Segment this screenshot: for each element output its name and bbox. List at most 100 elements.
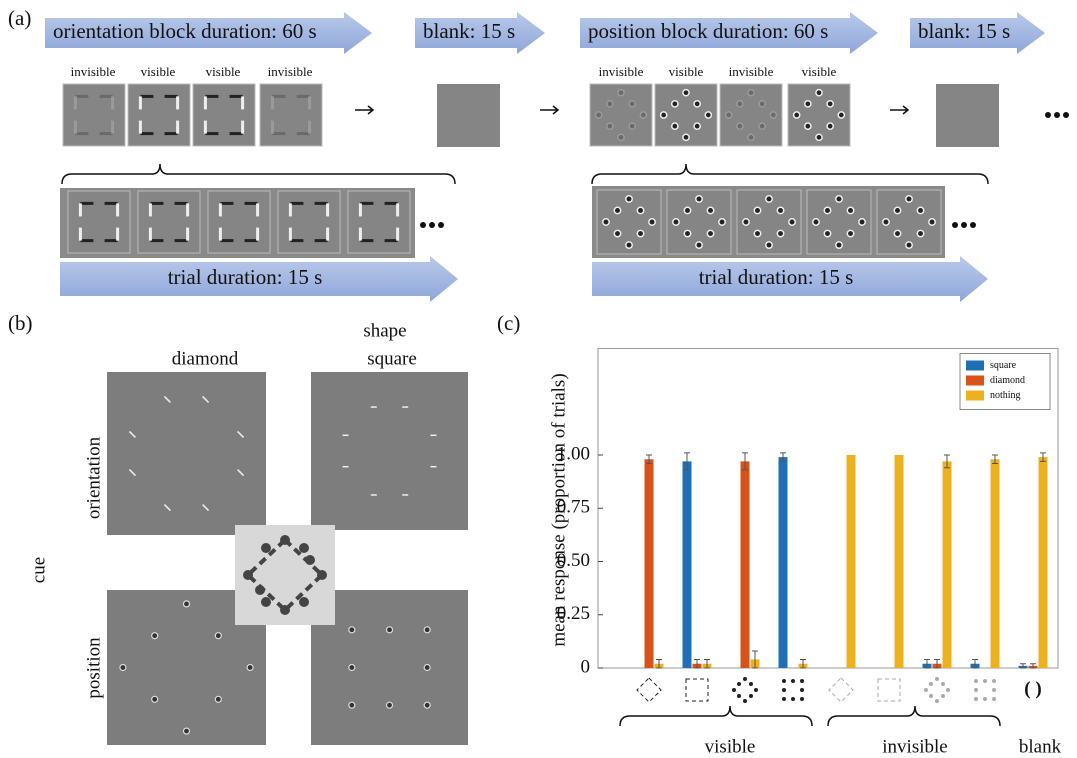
stimulus-dot	[696, 196, 702, 202]
stimulus-dot	[626, 196, 632, 202]
panel-label: (c)	[497, 311, 520, 335]
y-tick-label: 0.75	[557, 497, 590, 518]
column-header: shape	[363, 320, 406, 341]
brace	[62, 164, 455, 184]
sequence-arrow	[540, 106, 558, 114]
stimulus-dot	[906, 242, 912, 248]
icon	[929, 694, 933, 698]
icon	[974, 697, 978, 701]
blank-icon: ( )	[1024, 678, 1041, 699]
sequence-arrow	[890, 106, 908, 114]
stimulus-dot	[737, 123, 743, 129]
stimulus-dot	[672, 123, 678, 129]
ellipsis-dot	[1054, 112, 1060, 118]
stimulus-dot	[743, 219, 749, 225]
stimulus-dot	[766, 196, 772, 202]
stimulus-label: visible	[802, 64, 837, 79]
stimulus-dot	[777, 230, 783, 236]
stimulus-dot	[759, 123, 765, 129]
icon	[800, 697, 804, 701]
stimulus-dot	[684, 230, 690, 236]
stimulus-dot	[917, 207, 923, 213]
stimulus-dot	[607, 123, 613, 129]
bar	[683, 461, 692, 668]
icon	[829, 678, 853, 702]
icon	[732, 688, 736, 692]
stimulus-label: visible	[669, 64, 704, 79]
stimulus-dot	[672, 101, 678, 107]
icon	[686, 679, 708, 701]
icon	[924, 688, 928, 692]
overlap-dot	[299, 597, 309, 607]
icon	[974, 688, 978, 692]
overlap-dot	[317, 570, 327, 580]
icon	[737, 682, 741, 686]
stimulus	[208, 191, 270, 253]
blank-stimulus	[936, 84, 999, 147]
stimulus-dot	[770, 112, 776, 118]
icon	[992, 688, 996, 692]
stimulus-dot	[754, 230, 760, 236]
icon	[992, 697, 996, 701]
legend-label: diamond	[990, 375, 1025, 386]
stimulus	[63, 84, 125, 146]
stimulus-dot	[707, 207, 713, 213]
stimulus-dot	[696, 242, 702, 248]
y-tick-label: 1.00	[557, 443, 590, 464]
stimulus-dot	[894, 207, 900, 213]
stimulus-dot	[754, 207, 760, 213]
stimulus-dot	[726, 112, 732, 118]
stimulus	[348, 191, 410, 253]
sequence-arrow	[355, 106, 373, 114]
stimulus-dot	[759, 101, 765, 107]
stimulus-dot	[836, 242, 842, 248]
arrow-label: trial duration: 15 s	[168, 265, 323, 289]
stimulus-dot	[618, 134, 624, 140]
gaussian-dot	[120, 665, 126, 671]
y-tick-label: 0.25	[557, 603, 590, 624]
gaussian-dot	[247, 665, 253, 671]
stimulus-dot	[748, 90, 754, 96]
stimulus-dot	[626, 242, 632, 248]
stimulus-dot	[836, 196, 842, 202]
ellipsis-dot	[1063, 112, 1069, 118]
icon	[800, 679, 804, 683]
stimulus-panel	[107, 372, 266, 535]
stimulus-dot	[629, 101, 635, 107]
figure: (a) (b) shape diamond square cue orienta…	[0, 0, 1077, 758]
stimulus-dot	[694, 123, 700, 129]
stimulus-dot	[649, 219, 655, 225]
y-tick-label: 0.50	[557, 550, 590, 571]
gaussian-dot	[349, 627, 355, 633]
arrow-label: position block duration: 60 s	[588, 19, 828, 43]
icon	[782, 688, 786, 692]
stimulus-dot	[794, 112, 800, 118]
icon	[754, 688, 758, 692]
icon	[929, 682, 933, 686]
stimulus-dot	[827, 123, 833, 129]
legend-label: nothing	[990, 390, 1021, 401]
stimulus-dot	[629, 123, 635, 129]
row-label: orientation	[83, 436, 104, 519]
gaussian-dot	[387, 702, 393, 708]
stimulus-dot	[694, 101, 700, 107]
icon	[983, 679, 987, 683]
stimulus-label: visible	[141, 64, 176, 79]
icon	[749, 694, 753, 698]
stimulus-dot	[813, 219, 819, 225]
stimulus-dot	[673, 219, 679, 225]
stimulus-dot	[684, 207, 690, 213]
gaussian-dot	[424, 627, 430, 633]
stimulus-dot	[618, 90, 624, 96]
gaussian-dot	[152, 633, 158, 639]
icon	[637, 678, 661, 702]
icon	[878, 679, 900, 701]
icon	[791, 679, 795, 683]
bar	[943, 461, 952, 668]
stimulus	[193, 84, 255, 146]
stimulus-dot	[838, 112, 844, 118]
gaussian-dot	[349, 665, 355, 671]
stimulus-dot	[683, 134, 689, 140]
overlap-dot	[261, 543, 271, 553]
stimulus-dot	[719, 219, 725, 225]
